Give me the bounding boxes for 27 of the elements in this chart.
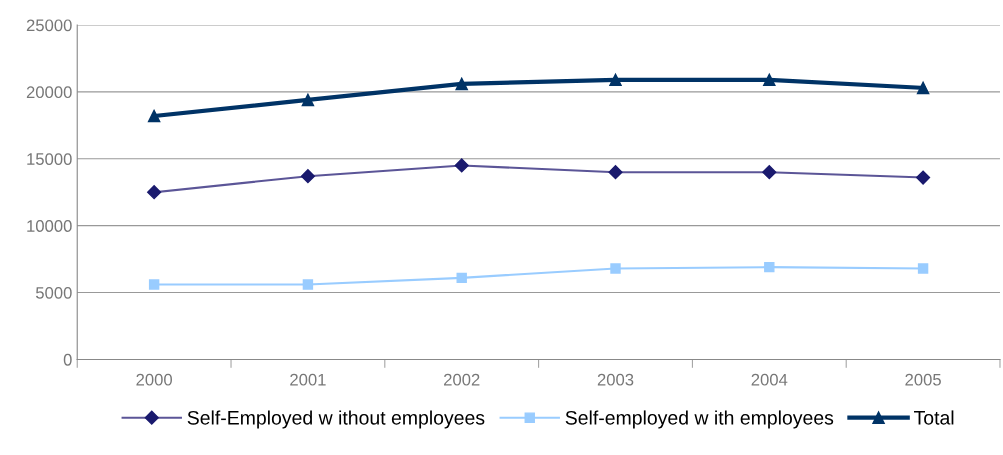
point <box>301 93 315 107</box>
x-tick-label: 2001 <box>290 373 326 386</box>
y-tick-label: 20000 <box>26 86 72 99</box>
point <box>916 81 930 95</box>
y-tick-label: 5000 <box>35 286 72 299</box>
point <box>609 73 622 87</box>
point <box>764 261 775 273</box>
point <box>917 263 929 274</box>
y-tick-label: 0 <box>63 353 72 366</box>
point <box>610 263 621 274</box>
y-tick-label: 15000 <box>27 153 72 165</box>
y-tick-label: 10000 <box>27 220 72 232</box>
x-tick-label: 2005 <box>905 373 941 386</box>
point <box>455 77 468 91</box>
legend-label: Self-employed w ith employees <box>565 410 834 429</box>
x-tick-label: 2002 <box>444 373 480 386</box>
point <box>147 109 161 123</box>
point <box>456 272 467 284</box>
x-tick-label: 2003 <box>597 373 634 386</box>
x-tick-label: 2000 <box>136 373 173 386</box>
y-tick-label: 25000 <box>26 19 72 32</box>
x-tick-label: 2004 <box>751 373 788 386</box>
legend-label: Total <box>914 410 954 425</box>
point <box>148 279 160 290</box>
point <box>763 73 776 87</box>
point <box>302 279 314 290</box>
legend-label: Self-Employed w ithout employees <box>187 410 485 429</box>
